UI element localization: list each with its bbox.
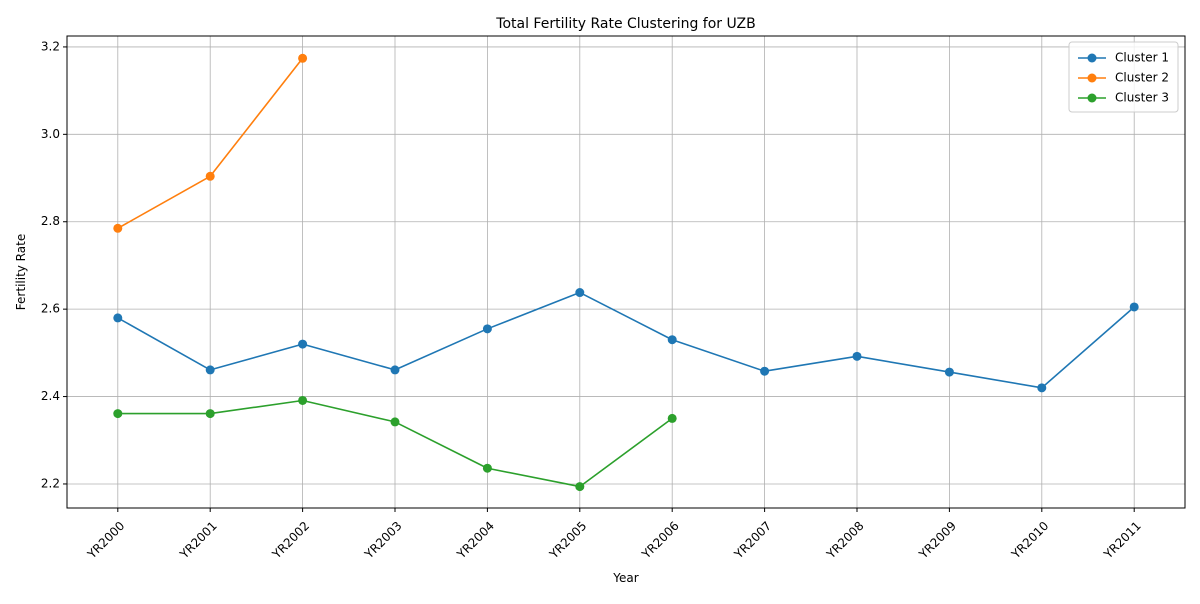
- y-tick-label: 2.6: [41, 302, 60, 316]
- x-tick-label: YR2008: [823, 519, 866, 562]
- legend-label: Cluster 2: [1115, 71, 1169, 85]
- y-tick-label: 2.4: [41, 389, 60, 403]
- legend-item: Cluster 2: [1078, 71, 1169, 85]
- x-axis-title: Year: [612, 571, 638, 585]
- series-2: [113, 53, 308, 233]
- data-point: [852, 351, 862, 361]
- x-tick-label: YR2001: [177, 519, 220, 562]
- data-point: [575, 288, 585, 298]
- data-point: [1037, 383, 1047, 393]
- x-tick-label: YR2003: [361, 519, 404, 562]
- legend-marker: [1087, 53, 1097, 63]
- grid-lines: [67, 36, 1185, 508]
- series-line: [117, 291, 1135, 389]
- legend-item: Cluster 1: [1078, 51, 1169, 65]
- data-point: [1129, 302, 1139, 312]
- data-point: [667, 413, 677, 423]
- legend-label: Cluster 3: [1115, 91, 1169, 105]
- legend-marker: [1087, 93, 1097, 103]
- x-tick-label: YR2010: [1008, 519, 1051, 562]
- data-point: [298, 339, 308, 349]
- x-tick-label: YR2005: [546, 519, 589, 562]
- data-point: [113, 223, 123, 233]
- legend-marker: [1087, 73, 1097, 83]
- data-point: [113, 313, 123, 323]
- data-point: [298, 53, 308, 63]
- series-1: [113, 288, 1139, 393]
- y-axis-ticks: 2.2 2.4 2.6 2.8 3.0 3.2: [41, 39, 67, 490]
- y-tick-label: 3.0: [41, 127, 60, 141]
- data-point: [944, 367, 954, 377]
- y-axis-title: Fertility Rate: [14, 234, 28, 310]
- data-point: [667, 335, 677, 345]
- x-tick-label: YR2011: [1101, 519, 1144, 562]
- data-point: [575, 482, 585, 492]
- chart-title: Total Fertility Rate Clustering for UZB: [495, 16, 755, 32]
- data-point: [482, 463, 492, 473]
- x-tick-label: YR2007: [731, 519, 774, 562]
- x-tick-label: YR2000: [84, 519, 127, 562]
- data-point: [390, 417, 400, 427]
- y-tick-label: 2.2: [41, 476, 60, 490]
- plot-frame: [66, 35, 1186, 509]
- data-point: [205, 365, 215, 375]
- legend-box: [1068, 41, 1179, 113]
- series-3: [113, 395, 677, 492]
- series-lines: [113, 53, 1139, 492]
- data-point: [760, 366, 770, 376]
- x-tick-label: YR2002: [269, 519, 312, 562]
- data-point: [390, 365, 400, 375]
- data-point: [205, 409, 215, 419]
- y-tick-label: 2.8: [41, 214, 60, 228]
- x-tick-label: YR2009: [916, 519, 959, 562]
- data-point: [482, 324, 492, 334]
- x-axis-ticks: YR2000 YR2001 YR2002 YR2003 YR2004 YR2005 YR20…: [84, 508, 1144, 562]
- x-tick-label: YR2006: [639, 519, 682, 562]
- data-point: [113, 409, 123, 419]
- legend-label: Cluster 1: [1115, 51, 1169, 65]
- legend: Cluster 1 Cluster 2 Cluster 3: [1068, 41, 1179, 113]
- x-tick-label: YR2004: [454, 519, 497, 562]
- legend-item: Cluster 3: [1078, 91, 1169, 105]
- data-point: [298, 395, 308, 405]
- y-tick-label: 3.2: [41, 39, 60, 53]
- data-point: [205, 171, 215, 181]
